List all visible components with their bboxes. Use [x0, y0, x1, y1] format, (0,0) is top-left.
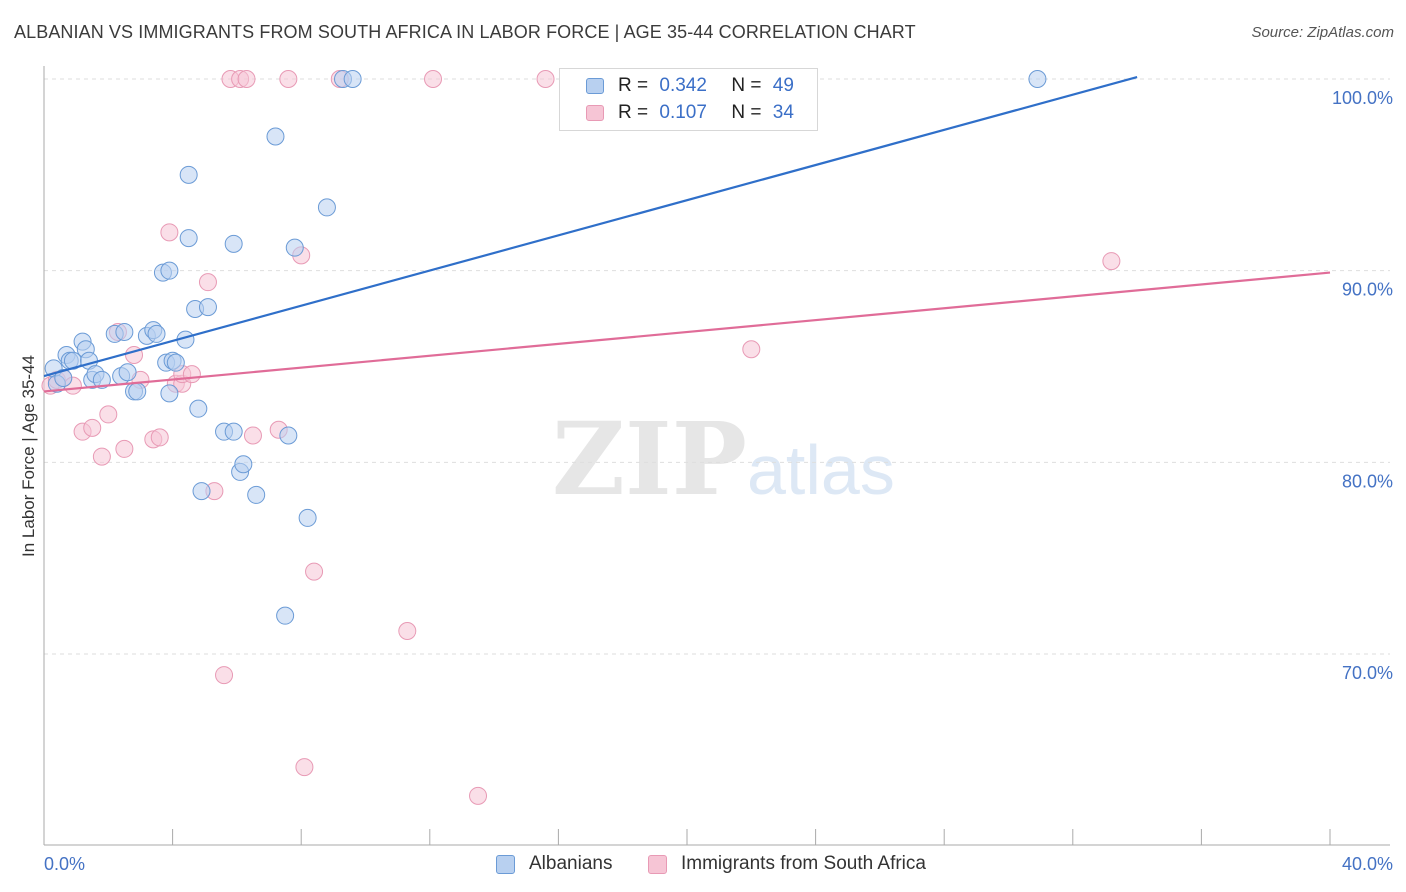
- point-albanian: [279, 426, 298, 445]
- trendline-albanians: [43, 76, 1138, 378]
- series-immigrants-south-africa: [41, 70, 1121, 805]
- point-immigrant: [536, 70, 555, 88]
- legend-swatch-pink: [586, 105, 604, 121]
- point-albanian: [285, 238, 304, 257]
- legend-r-value: 0.342: [659, 75, 707, 96]
- point-albanian: [224, 422, 243, 441]
- legend-label-immigrants: Immigrants from South Africa: [681, 853, 926, 874]
- legend-r-label: R =: [618, 102, 649, 123]
- series-albanians: [44, 70, 1047, 625]
- point-albanian: [54, 369, 73, 387]
- point-albanian: [128, 382, 147, 401]
- point-albanian: [224, 234, 243, 253]
- point-albanian: [192, 482, 211, 501]
- legend-swatch-pink: [648, 854, 667, 874]
- point-albanian: [179, 165, 198, 184]
- point-albanian: [247, 485, 266, 504]
- source-label: Source: ZipAtlas.com: [1251, 24, 1394, 41]
- legend-item-immigrants: Immigrants from South Africa: [648, 853, 926, 875]
- point-immigrant: [99, 405, 118, 424]
- point-immigrant: [83, 418, 102, 437]
- point-albanian: [343, 70, 362, 88]
- point-immigrant: [424, 70, 443, 88]
- point-albanian: [317, 198, 336, 217]
- y-tick-label: 90.0%: [1342, 280, 1393, 300]
- point-immigrant: [469, 786, 488, 805]
- y-tick-label: 70.0%: [1342, 663, 1393, 683]
- point-immigrant: [115, 439, 134, 458]
- legend-n-value: 49: [772, 75, 794, 96]
- point-albanian: [276, 606, 295, 625]
- point-albanian: [92, 370, 111, 389]
- legend-row-albanians: R = 0.342 N = 49: [586, 73, 794, 99]
- legend-label-albanians: Albanians: [529, 853, 613, 874]
- legend-item-albanians: Albanians: [496, 853, 612, 875]
- x-tick-label: 0.0%: [44, 854, 85, 874]
- point-immigrant: [742, 340, 761, 359]
- point-immigrant: [305, 562, 324, 581]
- point-immigrant: [237, 70, 256, 88]
- point-albanian: [147, 324, 166, 343]
- legend-r-value: 0.107: [659, 102, 707, 123]
- point-immigrant: [243, 426, 262, 445]
- legend-n-value: 34: [772, 102, 794, 123]
- point-immigrant: [1102, 252, 1121, 271]
- point-albanian: [115, 323, 134, 341]
- point-albanian: [160, 261, 179, 280]
- series-legend: Albanians Immigrants from South Africa: [0, 853, 1406, 877]
- point-immigrant: [92, 447, 111, 466]
- axes: [43, 66, 1390, 846]
- point-immigrant: [398, 622, 417, 640]
- point-immigrant: [279, 70, 298, 88]
- point-immigrant: [215, 666, 234, 685]
- point-albanian: [1028, 70, 1047, 88]
- point-immigrant: [150, 428, 169, 447]
- legend-r-label: R =: [618, 75, 649, 96]
- legend-row-immigrants: R = 0.107 N = 34: [586, 100, 794, 126]
- point-albanian: [234, 455, 253, 474]
- legend-n-label: N =: [731, 102, 762, 123]
- legend-swatch-blue: [496, 854, 515, 874]
- trendline-immigrants: [43, 271, 1331, 393]
- grid: [44, 78, 1390, 655]
- stats-legend: R = 0.342 N = 49 R = 0.107 N = 34: [559, 68, 818, 131]
- tick-labels: 70.0% 80.0% 90.0% 100.0% 0.0% 40.0% In Labor F…: [19, 88, 1393, 874]
- point-albanian: [160, 384, 179, 403]
- point-albanian: [198, 298, 217, 317]
- point-albanian: [298, 508, 317, 527]
- legend-n-label: N =: [731, 75, 762, 96]
- point-albanian: [179, 229, 198, 248]
- point-albanian: [266, 127, 285, 146]
- trendlines: [43, 76, 1331, 393]
- point-immigrant: [160, 223, 179, 242]
- chart-title: ALBANIAN VS IMMIGRANTS FROM SOUTH AFRICA…: [14, 22, 916, 42]
- y-tick-label: 80.0%: [1342, 471, 1393, 491]
- point-albanian: [189, 399, 208, 418]
- point-albanian: [166, 353, 185, 372]
- y-tick-label: 100.0%: [1332, 88, 1393, 108]
- y-axis-label: In Labor Force | Age 35-44: [19, 355, 38, 557]
- point-immigrant: [295, 758, 314, 777]
- x-tick-label: 40.0%: [1342, 854, 1393, 874]
- point-immigrant: [182, 365, 201, 384]
- point-immigrant: [198, 273, 217, 292]
- legend-swatch-blue: [586, 78, 604, 94]
- point-albanian: [118, 363, 137, 382]
